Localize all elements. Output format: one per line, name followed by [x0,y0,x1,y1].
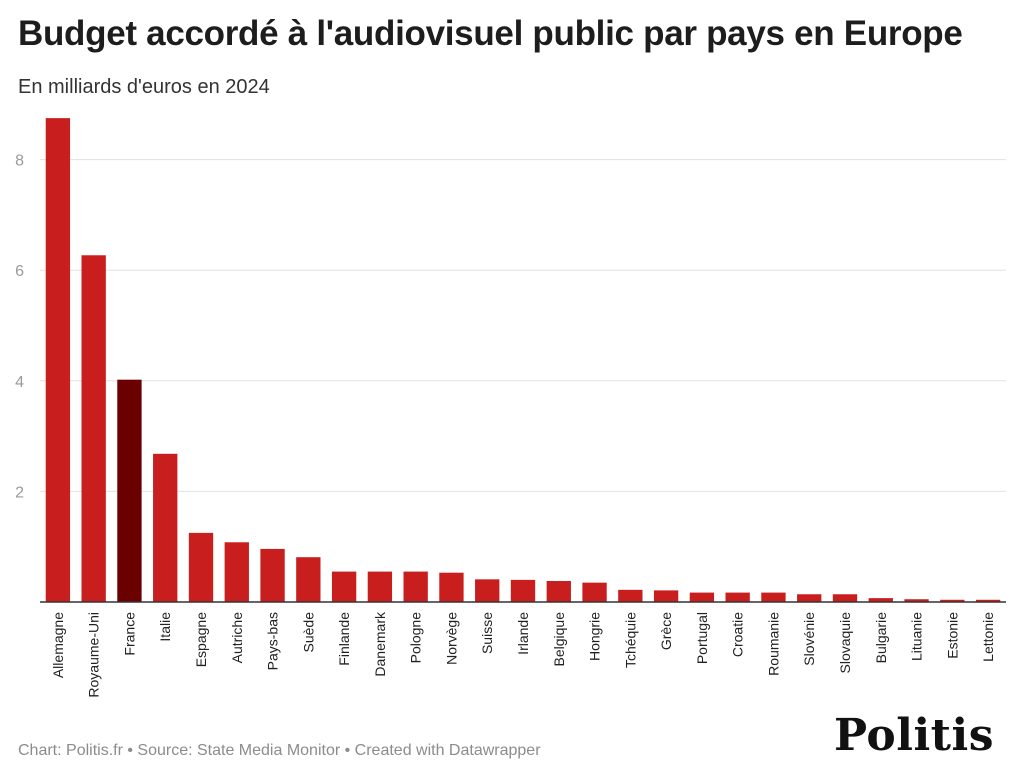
gridlines [40,159,1006,492]
bar[interactable] [331,571,357,602]
bar[interactable] [761,592,786,602]
x-tick-label: Tchéquie [622,612,638,668]
bar[interactable] [439,572,464,602]
bar[interactable] [689,592,715,602]
x-tick-label: Slovaquie [837,612,853,674]
x-tick-label: Danemark [372,611,388,677]
x-tick-label: Hongrie [587,612,603,661]
y-tick-label: 2 [15,484,24,501]
bar[interactable] [868,598,893,602]
x-tick-label: Portugal [694,612,710,664]
bar[interactable] [582,582,607,602]
politis-logo[interactable]: Politis [834,710,994,761]
bar[interactable] [117,379,142,602]
bar[interactable] [904,599,929,602]
bars [45,118,1001,603]
bar[interactable] [618,589,643,602]
x-tick-label: Italie [157,612,173,642]
bar[interactable] [153,453,178,602]
bar[interactable] [224,542,249,602]
x-axis-labels: Allemagne Royaume-Uni France Italie Espagne A… [50,611,996,698]
x-tick-label: France [121,612,137,656]
bar[interactable] [653,590,679,602]
y-tick-label: 8 [15,153,24,170]
x-tick-label: Suède [300,612,316,653]
bar[interactable] [940,599,965,602]
bar[interactable] [510,579,536,602]
bar[interactable] [188,532,214,602]
chart-title: Budget accordé à l'audiovisuel public pa… [18,14,963,53]
x-tick-label: Pologne [408,612,424,664]
bar[interactable] [45,118,71,602]
x-tick-label: Bulgarie [873,612,889,664]
bar[interactable] [475,579,500,602]
bar[interactable] [260,548,285,602]
bar[interactable] [725,592,750,602]
bar[interactable] [546,580,571,602]
x-tick-label: Lituanie [909,612,925,661]
x-tick-label: Irlande [515,612,531,655]
bar[interactable] [797,594,822,602]
x-tick-label: Grèce [658,612,674,650]
chart-subtitle: En milliards d'euros en 2024 [18,76,270,98]
bar-chart: 2 4 6 8 Allemagne Royaume-Uni France Italie Esp… [15,118,1006,698]
x-tick-label: Estonie [944,612,960,659]
x-tick-label: Roumanie [765,612,781,676]
bar[interactable] [975,599,1001,602]
x-tick-label: Norvège [443,612,459,665]
x-tick-label: Croatie [730,612,746,657]
bar[interactable] [832,594,858,602]
x-tick-label: Pays-bas [265,612,281,670]
bar[interactable] [81,255,106,603]
x-tick-label: Finlande [336,612,352,666]
x-tick-label: Slovénie [801,612,817,666]
bar[interactable] [367,571,393,602]
x-tick-label: Lettonie [980,612,996,662]
x-tick-label: Espagne [193,612,209,667]
y-axis-ticks: 2 4 6 8 [15,153,24,502]
y-tick-label: 4 [15,374,24,391]
bar[interactable] [296,557,321,602]
footer-credit: Chart: Politis.fr • Source: State Media … [18,742,541,759]
x-tick-label: Belgique [551,612,567,667]
x-tick-label: Allemagne [50,612,66,678]
x-tick-label: Suisse [479,612,495,654]
y-tick-label: 6 [15,263,24,280]
x-tick-label: Autriche [229,612,245,664]
x-tick-label: Royaume-Uni [86,612,102,698]
bar[interactable] [403,571,428,602]
